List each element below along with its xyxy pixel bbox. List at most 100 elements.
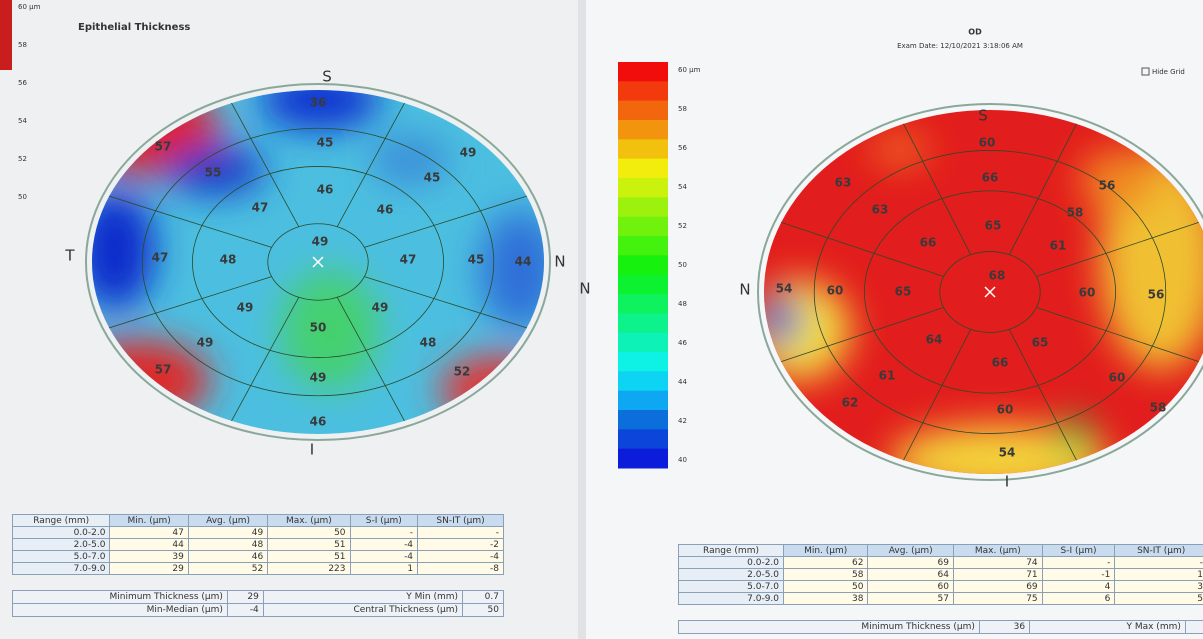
table-cell: -4 <box>350 551 418 563</box>
sector-value: 48 <box>220 253 237 267</box>
table-cell: 5 <box>1115 593 1203 605</box>
table-cell: 51 <box>268 539 350 551</box>
table-cell: 0.0-2.0 <box>679 557 784 569</box>
table-cell: 50 <box>784 581 868 593</box>
table-cell: 62 <box>784 557 868 569</box>
table-cell: 69 <box>868 557 954 569</box>
orientation-label: N <box>579 280 590 298</box>
header-cell: Range (mm) <box>679 545 784 557</box>
screenshot: Epithelial Thickness OD Exam Date: 12/10… <box>0 0 1203 639</box>
table-row: 2.0-5.0444851-4-2 <box>13 539 504 551</box>
colorbar-label: 58 <box>678 105 687 113</box>
table-cell: 39 <box>110 551 188 563</box>
sector-value: 47 <box>152 251 169 265</box>
colorbar-swatch <box>618 101 668 121</box>
colorbar-swatch <box>618 449 668 469</box>
sector-value: 57 <box>155 363 172 377</box>
colorbar-label: 46 <box>678 339 687 347</box>
colorbar-swatch <box>618 429 668 449</box>
colorbar-label: 42 <box>678 417 687 425</box>
sector-value: 45 <box>424 171 441 185</box>
sector-value: 61 <box>879 369 896 383</box>
left-table: Range (mm)Min. (µm)Avg. (µm)Max. (µm)S-I… <box>12 514 504 575</box>
table-cell: - <box>418 527 504 539</box>
sector-value: 50 <box>310 321 327 335</box>
colorbar-label: 60 µm <box>18 3 41 11</box>
table-cell: 3 <box>1115 581 1203 593</box>
sector-value: 55 <box>205 166 222 180</box>
colorbar-swatch <box>618 275 668 295</box>
table-cell: 29 <box>110 563 188 575</box>
header-cell: SN-IT (µm) <box>418 515 504 527</box>
header-cell: Max. (µm) <box>953 545 1042 557</box>
exam-date: Exam Date: 12/10/2021 3:18:06 AM <box>897 42 1023 50</box>
colorbar-label: 52 <box>678 222 687 230</box>
colorbar-label: 40 <box>678 456 687 464</box>
right-summary: Minimum Thickness (µm)36Y Max (mm) <box>678 620 1203 634</box>
sector-value: 48 <box>420 336 437 350</box>
colorbar-swatch <box>618 139 668 159</box>
orientation-label: I <box>1005 473 1009 491</box>
summary-cell: 0.7 <box>463 591 504 604</box>
table-cell: 49 <box>188 527 267 539</box>
summary-cell <box>1185 621 1203 634</box>
table-cell: 223 <box>268 563 350 575</box>
table-row: 2.0-5.0586471-11 <box>679 569 1203 581</box>
summary-cell: Central Thickness (µm) <box>263 604 462 617</box>
table-cell: 69 <box>953 581 1042 593</box>
summary-row: Minimum Thickness (µm)36Y Max (mm) <box>679 621 1203 634</box>
colorbar-swatch <box>618 178 668 198</box>
colorbar-label: 56 <box>18 79 27 87</box>
colorbar-swatch <box>618 255 668 275</box>
right-table: Range (mm)Min. (µm)Avg. (µm)Max. (µm)S-I… <box>678 544 1203 605</box>
colorbar-label: 56 <box>678 144 687 152</box>
sector-value: 49 <box>460 146 477 160</box>
table-cell: 7.0-9.0 <box>679 593 784 605</box>
hide-grid-label[interactable]: Hide Grid <box>1152 68 1185 76</box>
table-cell: - <box>1115 557 1203 569</box>
sector-value: 68 <box>989 269 1006 283</box>
table-cell: 0.0-2.0 <box>13 527 110 539</box>
colorbar-swatch <box>618 371 668 391</box>
colorbar-label: 52 <box>18 155 27 163</box>
table-cell: 5.0-7.0 <box>679 581 784 593</box>
table-cell: 51 <box>268 551 350 563</box>
table-cell: 7.0-9.0 <box>13 563 110 575</box>
divider <box>578 0 586 639</box>
table-cell: 47 <box>110 527 188 539</box>
summary-cell: 36 <box>979 621 1029 634</box>
table-cell: 60 <box>868 581 954 593</box>
table-cell: 38 <box>784 593 868 605</box>
sector-value: 36 <box>310 96 327 110</box>
table-cell: 1 <box>1115 569 1203 581</box>
table-cell: - <box>1042 557 1115 569</box>
colorbar-swatch <box>618 294 668 314</box>
sector-value: 61 <box>1050 239 1067 253</box>
sector-value: 46 <box>317 183 334 197</box>
table-cell: 1 <box>350 563 418 575</box>
orientation-label: N <box>739 281 750 299</box>
sector-value: 47 <box>400 253 417 267</box>
sector-value: 58 <box>1067 206 1084 220</box>
colorbar-label: 60 µm <box>678 66 701 74</box>
table-cell: 2.0-5.0 <box>679 569 784 581</box>
header-row: Range (mm)Min. (µm)Avg. (µm)Max. (µm)S-I… <box>679 545 1203 557</box>
sector-value: 49 <box>372 301 389 315</box>
sector-value: 65 <box>895 285 912 299</box>
colorbar-label: 50 <box>18 193 27 201</box>
summary-cell: 50 <box>463 604 504 617</box>
table-cell: 6 <box>1042 593 1115 605</box>
eye-label: OD <box>968 28 982 37</box>
table-cell: - <box>350 527 418 539</box>
header-cell: Avg. (µm) <box>188 515 267 527</box>
sector-value: 46 <box>377 203 394 217</box>
sector-value: 52 <box>454 365 471 379</box>
table-row: 0.0-2.0626974-- <box>679 557 1203 569</box>
header-cell: Min. (µm) <box>110 515 188 527</box>
table-cell: 57 <box>868 593 954 605</box>
sector-value: 46 <box>310 415 327 429</box>
sector-value: 56 <box>1148 288 1165 302</box>
